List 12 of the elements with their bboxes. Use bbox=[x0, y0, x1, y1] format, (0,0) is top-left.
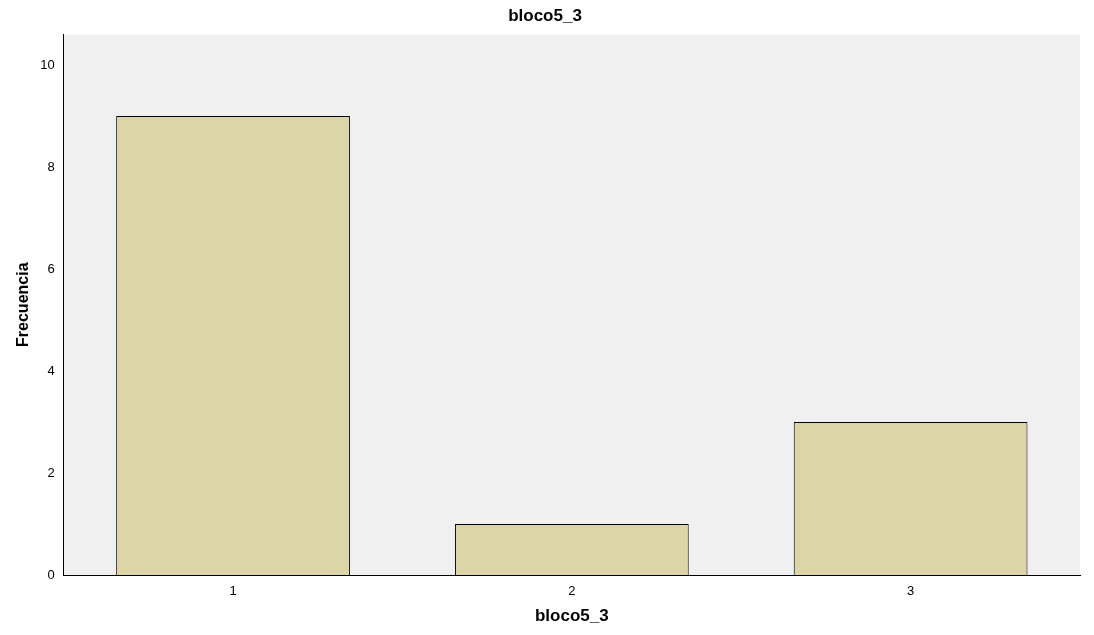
y-tick-label: 4 bbox=[47, 362, 55, 378]
y-tick-label: 10 bbox=[40, 56, 55, 72]
y-tick-label: 6 bbox=[47, 260, 55, 276]
x-tick-label: 3 bbox=[906, 583, 915, 599]
y-tick-label: 8 bbox=[47, 158, 55, 174]
chart-title: bloco5_3 bbox=[508, 5, 582, 25]
x-tick-label: 2 bbox=[568, 583, 576, 599]
x-tick-label: 1 bbox=[229, 583, 237, 599]
y-axis-title: Frecuencia bbox=[14, 262, 32, 347]
x-axis-title: bloco5_3 bbox=[534, 606, 609, 626]
y-tick-label: 2 bbox=[47, 464, 55, 480]
y-tick-label: 0 bbox=[47, 566, 55, 582]
